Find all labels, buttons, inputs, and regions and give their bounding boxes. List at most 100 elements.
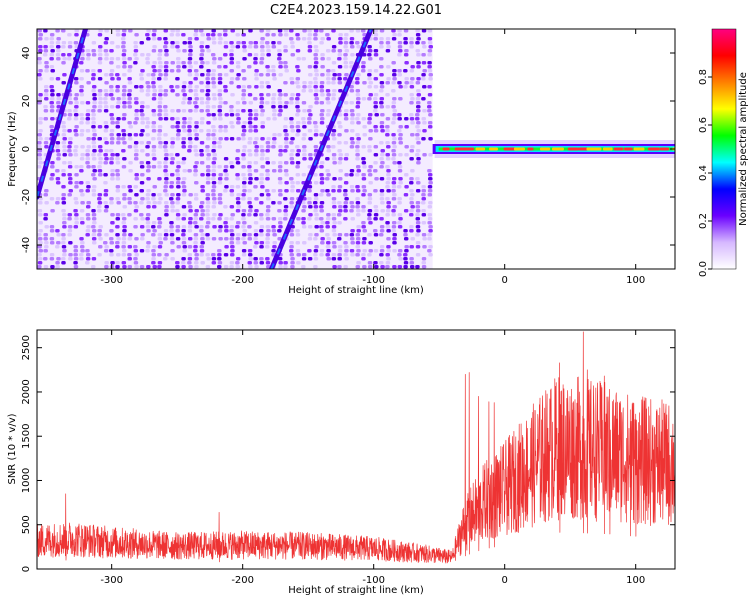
heatmap-cell: [139, 133, 144, 137]
heatmap-cell: [86, 157, 91, 161]
heatmap-cell: [62, 253, 67, 257]
heatmap-cell: [193, 173, 198, 177]
heatmap-cell: [74, 201, 79, 205]
heatmap-cell: [44, 85, 49, 89]
heatmap-cell: [229, 53, 234, 57]
heatmap-cell: [67, 129, 72, 133]
heatmap-cell: [61, 61, 65, 65]
heatmap-cell: [44, 93, 49, 97]
heatmap-cell: [253, 57, 258, 61]
heatmap-cell: [266, 209, 271, 213]
heatmap-cell: [176, 133, 181, 137]
heatmap-cell: [170, 117, 175, 121]
heatmap-cell: [314, 129, 319, 133]
heatmap-cell: [409, 113, 414, 117]
heatmap-cell: [391, 81, 396, 85]
heatmap-cell: [193, 101, 198, 105]
heatmap-cell: [308, 225, 313, 229]
heatmap-cell: [374, 53, 379, 57]
heatmap-cell: [74, 133, 79, 137]
heatmap-cell: [127, 213, 131, 217]
heatmap-cell: [92, 193, 97, 197]
heatmap-cell: [326, 37, 331, 41]
heatmap-cell: [91, 77, 96, 81]
heatmap-cell: [134, 49, 139, 53]
heatmap-cell: [362, 165, 367, 169]
heatmap-cell: [199, 109, 204, 113]
heatmap-cell: [62, 145, 67, 149]
heatmap-cell: [145, 249, 150, 253]
heatmap-cell: [200, 201, 205, 205]
heatmap-cell: [152, 145, 157, 149]
carrier-peak: [463, 148, 474, 151]
heatmap-cell: [122, 105, 127, 109]
heatmap-cell: [320, 109, 325, 113]
heatmap-cell: [266, 85, 271, 89]
heatmap-cell: [109, 73, 114, 77]
heatmap-cell: [361, 61, 366, 65]
heatmap-cell: [397, 33, 402, 37]
heatmap-cell: [349, 29, 354, 33]
heatmap-cell: [110, 141, 115, 145]
heatmap-cell: [242, 177, 247, 181]
heatmap-cell: [140, 41, 145, 45]
heatmap-cell: [422, 85, 427, 89]
heatmap-cell: [91, 73, 96, 77]
heatmap-cell: [211, 217, 216, 221]
heatmap-cell: [361, 193, 366, 197]
carrier-peak: [614, 148, 623, 151]
heatmap-cell: [284, 117, 289, 121]
heatmap-cell: [230, 29, 235, 33]
heatmap-cell: [127, 101, 131, 105]
heatmap-cell: [242, 229, 247, 233]
heatmap-cell: [74, 41, 79, 45]
heatmap-cell: [170, 173, 175, 177]
heatmap-cell: [392, 37, 397, 41]
heatmap-cell: [290, 181, 295, 185]
heatmap-cell: [146, 205, 151, 209]
heatmap-cell: [218, 37, 223, 41]
heatmap-cell: [68, 253, 73, 257]
heatmap-cell: [212, 61, 217, 65]
heatmap-cell: [169, 197, 174, 201]
heatmap-cell: [326, 77, 331, 81]
heatmap-cell: [212, 197, 217, 201]
heatmap-cell: [128, 169, 133, 173]
heatmap-cell: [55, 261, 60, 265]
heatmap-cell: [67, 53, 72, 57]
heatmap-cell: [115, 241, 120, 245]
heatmap-cell: [91, 265, 96, 269]
heatmap-cell: [350, 145, 355, 149]
heatmap-cell: [308, 89, 313, 93]
heatmap-cell: [236, 185, 241, 189]
heatmap-cell: [374, 129, 379, 133]
heatmap-cell: [296, 129, 301, 133]
heatmap-cell: [308, 81, 313, 85]
heatmap-cell: [38, 161, 43, 165]
carrier-peak: [540, 148, 550, 151]
heatmap-cell: [97, 197, 102, 201]
heatmap-cell: [296, 253, 301, 257]
heatmap-cell: [50, 161, 55, 165]
heatmap-cell: [211, 113, 216, 117]
heatmap-cell: [314, 233, 319, 237]
heatmap-cell: [319, 253, 324, 257]
heatmap-cell: [170, 145, 175, 149]
heatmap-cell: [380, 81, 385, 85]
heatmap-cell: [392, 145, 397, 149]
heatmap-cell: [194, 193, 199, 197]
heatmap-cell: [337, 121, 342, 125]
heatmap-cell: [133, 185, 138, 189]
carrier-peak: [527, 148, 533, 151]
heatmap-cell: [355, 149, 360, 153]
heatmap-cell: [73, 245, 78, 249]
heatmap-cell: [421, 73, 426, 77]
heatmap-cell: [55, 245, 60, 249]
heatmap-cell: [164, 49, 169, 53]
heatmap-cell: [428, 45, 433, 49]
heatmap-cell: [344, 249, 349, 253]
heatmap-cell: [284, 133, 289, 137]
heatmap-cell: [421, 197, 426, 201]
heatmap-cell: [56, 101, 61, 105]
heatmap-cell: [115, 169, 120, 173]
